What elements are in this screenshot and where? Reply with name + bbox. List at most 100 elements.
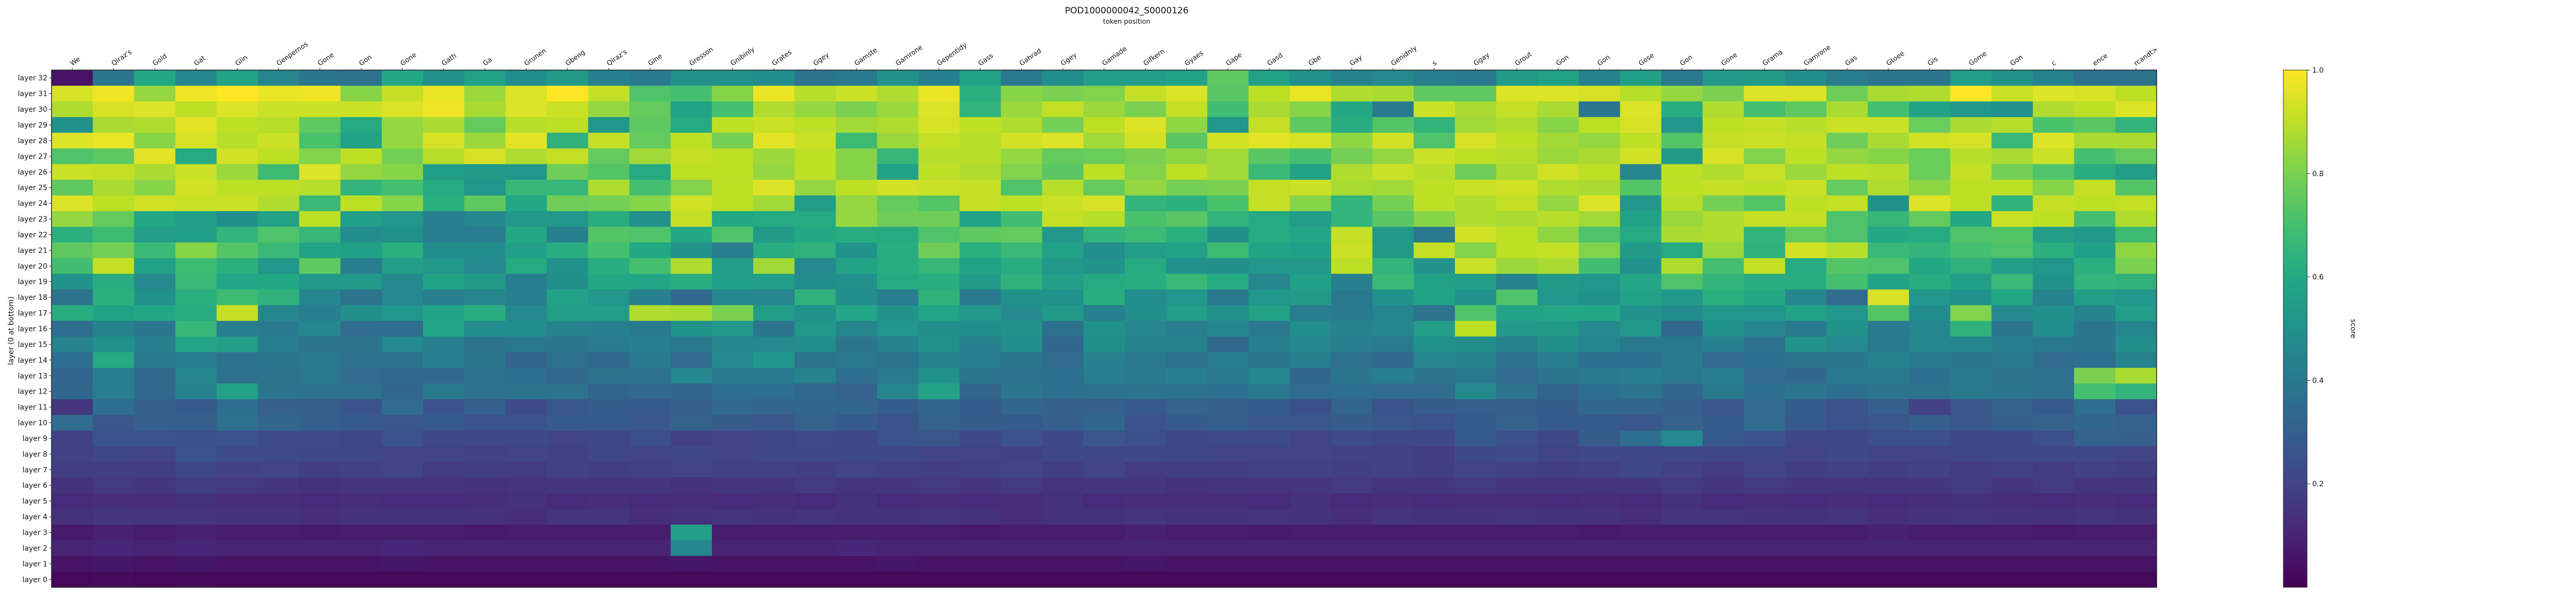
- heatmap-cell: [423, 70, 465, 87]
- heatmap-cell: [588, 258, 630, 275]
- heatmap-cell: [1042, 195, 1084, 212]
- heatmap-cell: [1331, 430, 1373, 447]
- heatmap-cell: [547, 478, 589, 494]
- heatmap-cell: [1001, 70, 1043, 87]
- heatmap-cell: [258, 227, 300, 243]
- heatmap-cell: [1537, 148, 1579, 165]
- heatmap-cell: [258, 508, 300, 525]
- heatmap-cell: [670, 242, 713, 259]
- heatmap-cell: [547, 399, 589, 415]
- heatmap-cell: [670, 70, 713, 87]
- heatmap-cell: [1248, 289, 1291, 305]
- heatmap-cell: [1413, 164, 1455, 180]
- heatmap-cell: [340, 383, 382, 400]
- heatmap-cell: [1125, 462, 1166, 478]
- heatmap-cell: [629, 446, 671, 463]
- heatmap-cell: [1207, 493, 1249, 509]
- heatmap-cell: [464, 148, 506, 165]
- heatmap-cell: [1868, 430, 1909, 447]
- heatmap-cell: [1413, 556, 1455, 572]
- heatmap-cell: [1496, 508, 1538, 525]
- heatmap-cell: [2115, 446, 2157, 463]
- heatmap-cell: [1331, 258, 1373, 275]
- heatmap-cell: [381, 289, 423, 305]
- heatmap-cell: [1826, 493, 1868, 509]
- heatmap-cell: [959, 305, 1002, 321]
- heatmap-cell: [1909, 164, 1951, 180]
- heatmap-cell: [1661, 195, 1703, 212]
- heatmap-cell: [216, 462, 259, 478]
- heatmap-cell: [423, 320, 465, 337]
- heatmap-cell: [1455, 70, 1497, 87]
- heatmap-cell: [1042, 368, 1084, 384]
- heatmap-cell: [1991, 164, 2033, 180]
- heatmap-cell: [1083, 368, 1125, 384]
- heatmap-cell: [1785, 571, 1827, 588]
- heatmap-cell: [1083, 195, 1125, 212]
- heatmap-cell: [299, 179, 341, 196]
- heatmap-cell: [1083, 320, 1125, 337]
- heatmap-cell: [753, 132, 795, 149]
- heatmap-cell: [2115, 70, 2157, 87]
- heatmap-cell: [93, 70, 134, 87]
- heatmap-cell: [381, 101, 423, 117]
- x-tick-labels: We Qiraz's Gold Gat Glin Genpernos Gone Gon Gone…: [69, 40, 2159, 70]
- heatmap-cell: [1950, 430, 1992, 447]
- heatmap-cell: [1372, 117, 1414, 133]
- heatmap-cell: [1413, 430, 1455, 447]
- heatmap-cell: [753, 368, 795, 384]
- heatmap-cell: [918, 117, 960, 133]
- heatmap-cell: [1248, 148, 1291, 165]
- heatmap-cell: [1331, 101, 1373, 117]
- heatmap-cell: [670, 478, 713, 494]
- heatmap-cell: [216, 430, 259, 447]
- heatmap-cell: [93, 524, 134, 541]
- heatmap-cell: [794, 493, 836, 509]
- heatmap-cell: [794, 478, 836, 494]
- heatmap-cell: [505, 148, 548, 165]
- heatmap-cell: [1579, 101, 1621, 117]
- heatmap-cell: [52, 352, 93, 368]
- heatmap-cell: [381, 524, 423, 541]
- heatmap-cell: [1991, 493, 2033, 509]
- heatmap-cell: [1207, 101, 1249, 117]
- heatmap-cell: [1042, 336, 1084, 353]
- heatmap-cell: [1826, 415, 1868, 431]
- heatmap-cell: [1455, 179, 1497, 196]
- heatmap-cell: [1950, 446, 1992, 463]
- heatmap-cell: [2115, 508, 2157, 525]
- heatmap-cell: [1372, 478, 1414, 494]
- heatmap-cell: [2032, 305, 2075, 321]
- heatmap-cell: [1290, 399, 1332, 415]
- heatmap-cell: [93, 493, 134, 509]
- heatmap-cell: [1661, 258, 1703, 275]
- heatmap-cell: [877, 415, 919, 431]
- heatmap-cell: [1207, 227, 1249, 243]
- heatmap-cell: [258, 70, 300, 87]
- heatmap-cell: [1166, 446, 1208, 463]
- heatmap-cell: [1413, 462, 1455, 478]
- heatmap-cell: [464, 540, 506, 556]
- heatmap-cell: [1579, 117, 1621, 133]
- heatmap-cell: [1248, 478, 1291, 494]
- heatmap-cell: [1290, 211, 1332, 227]
- heatmap-cell: [381, 242, 423, 259]
- heatmap-cell: [1166, 305, 1208, 321]
- heatmap-cell: [1083, 430, 1125, 447]
- heatmap-cell: [1496, 164, 1538, 180]
- heatmap-cell: [711, 508, 754, 525]
- heatmap-cell: [1620, 415, 1662, 431]
- heatmap-cell: [794, 179, 836, 196]
- heatmap-cell: [588, 383, 630, 400]
- heatmap-cell: [1743, 164, 1786, 180]
- heatmap-cell: [753, 117, 795, 133]
- heatmap-cell: [753, 508, 795, 525]
- heatmap-cell: [505, 117, 548, 133]
- heatmap-cell: [1372, 556, 1414, 572]
- heatmap-cell: [1826, 336, 1868, 353]
- heatmap-cell: [1125, 571, 1166, 588]
- heatmap-cell: [52, 227, 93, 243]
- heatmap-cell: [505, 86, 548, 102]
- heatmap-cell: [52, 117, 93, 133]
- heatmap-cell: [2074, 478, 2116, 494]
